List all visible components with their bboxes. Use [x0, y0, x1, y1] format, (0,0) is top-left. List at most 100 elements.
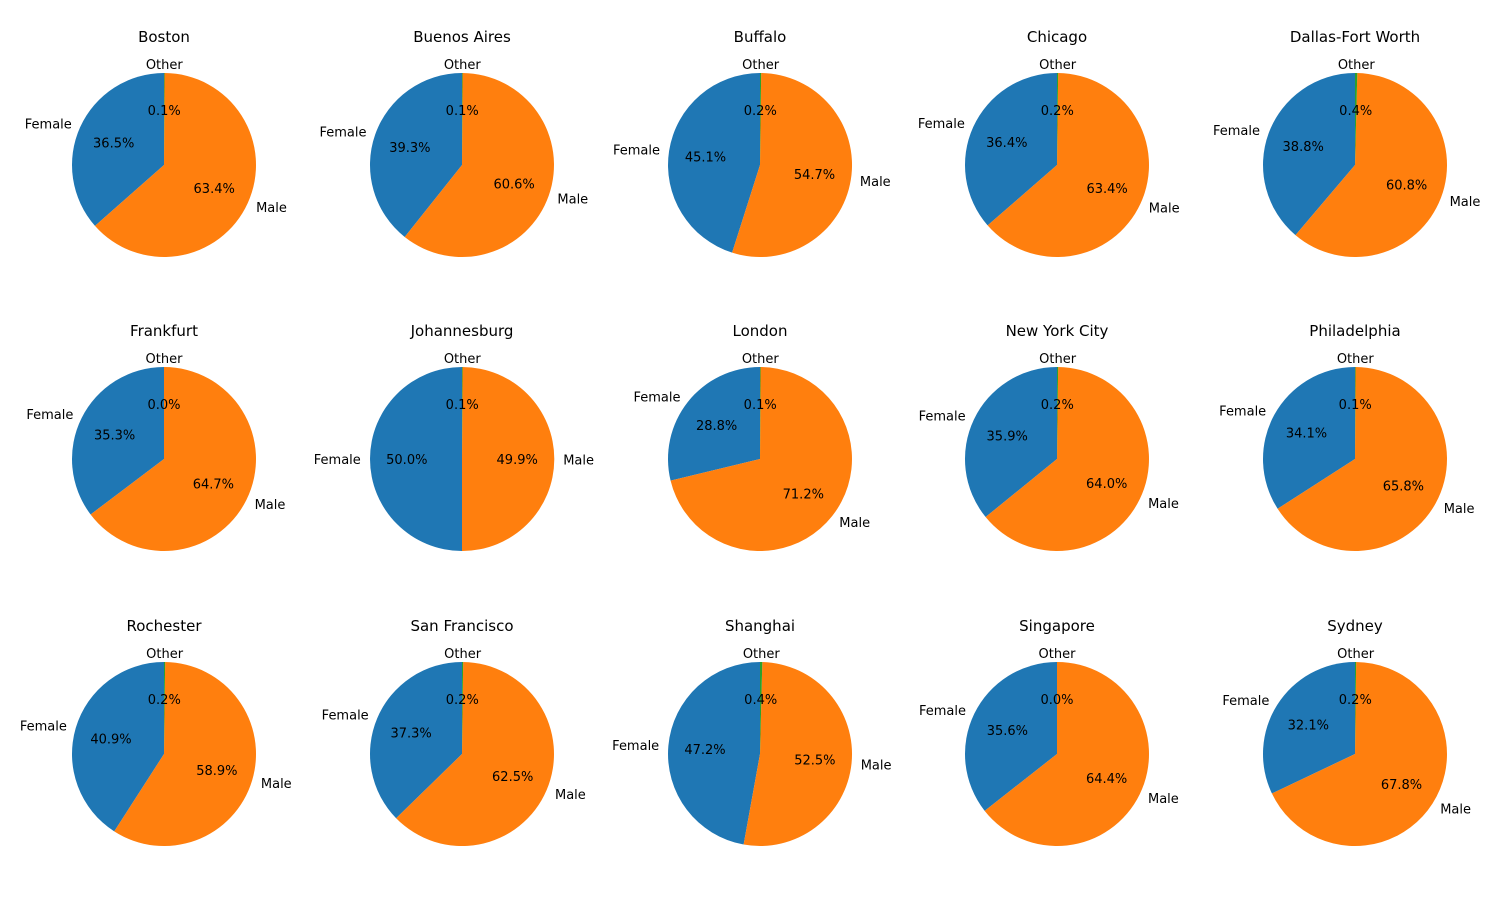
slice-label-female: Female [20, 720, 67, 735]
slice-percent-other: 0.2% [744, 104, 777, 119]
pie-slice-other [1355, 366, 1356, 459]
slice-percent-male: 63.4% [1086, 182, 1127, 197]
slice-percent-male: 52.5% [794, 754, 835, 769]
pie-slice-female [668, 662, 760, 845]
slice-label-male: Male [860, 175, 891, 190]
pie-chart: Sydney Female 32.1% Male 67.8% Other 0.2% [1222, 617, 1471, 847]
slice-percent-other: 0.1% [1339, 398, 1372, 413]
chart-title: Rochester [127, 617, 203, 635]
slice-percent-other: 0.1% [446, 398, 479, 413]
slice-label-male: Male [256, 201, 287, 216]
pie-slice-male [94, 73, 256, 257]
pie-slice-male [1277, 367, 1447, 551]
pie-slice-female [1263, 73, 1355, 236]
chart-title: Singapore [1019, 617, 1095, 635]
pie-slice-female [965, 662, 1057, 811]
slice-label-female: Female [918, 117, 965, 132]
slice-percent-male: 63.4% [194, 182, 235, 197]
slice-label-female: Female [1219, 405, 1266, 420]
slice-percent-female: 36.4% [986, 136, 1027, 151]
pie-slice-male [396, 662, 554, 847]
slice-percent-other: 0.0% [1040, 693, 1073, 708]
slice-percent-female: 40.9% [90, 732, 131, 747]
pie-slice-male [90, 367, 256, 551]
slice-percent-other: 0.2% [1041, 104, 1074, 119]
slice-label-female: Female [322, 709, 369, 724]
slice-label-female: Female [319, 126, 366, 141]
slice-label-female: Female [919, 410, 966, 425]
slice-percent-female: 45.1% [685, 151, 726, 166]
slice-percent-male: 58.9% [196, 764, 237, 779]
pie-slice-female [71, 662, 164, 832]
slice-percent-male: 49.9% [497, 453, 538, 468]
slice-percent-male: 60.8% [1386, 179, 1427, 194]
pie-slice-female [1262, 662, 1355, 794]
slice-percent-female: 35.6% [987, 724, 1028, 739]
slice-percent-female: 50.0% [386, 453, 427, 468]
slice-label-other: Other [146, 647, 184, 662]
pie-slice-other [164, 662, 166, 754]
pie-slice-other [462, 366, 463, 459]
pie-chart: Buffalo Female 45.1% Male 54.7% Other 0.2% [613, 28, 891, 258]
chart-title: Buenos Aires [413, 28, 511, 46]
chart-title: Buffalo [734, 28, 787, 46]
pie-slice-male [670, 367, 852, 551]
slice-percent-male: 71.2% [783, 487, 824, 502]
pie-slice-female [1262, 367, 1355, 509]
chart-title: Shanghai [725, 617, 795, 635]
pie-slice-female [71, 367, 164, 515]
slice-label-female: Female [1222, 694, 1269, 709]
pie-slice-female [369, 73, 462, 237]
slice-label-male: Male [255, 498, 286, 513]
slice-percent-female: 34.1% [1286, 427, 1327, 442]
slice-label-male: Male [1149, 202, 1180, 217]
slice-label-other: Other [146, 352, 184, 367]
pie-slice-other [760, 73, 762, 165]
pie-chart: Shanghai Female 47.2% Male 52.5% Other 0.4% [612, 617, 892, 847]
pie-slice-male [985, 367, 1149, 552]
slice-label-other: Other [1338, 58, 1376, 73]
slice-label-male: Male [861, 758, 892, 773]
pie-slice-male [743, 662, 853, 847]
pie-slice-other [1057, 73, 1059, 165]
pie-chart: San Francisco Female 37.3% Male 62.5% Other 0.… [322, 617, 586, 847]
slice-label-female: Female [919, 704, 966, 719]
slice-label-male: Male [563, 453, 594, 468]
slice-percent-female: 37.3% [390, 727, 431, 742]
pie-chart: London Female 28.8% Male 71.2% Other 0.1% [633, 322, 870, 551]
slice-percent-male: 60.6% [493, 177, 534, 192]
slice-label-female: Female [1213, 124, 1260, 139]
chart-title: Johannesburg [410, 322, 514, 340]
slice-percent-male: 54.7% [794, 168, 835, 183]
slice-label-male: Male [1440, 803, 1471, 818]
pie-slice-other [462, 662, 464, 754]
pie-chart: Philadelphia Female 34.1% Male 65.8% Other 0.1… [1219, 322, 1474, 551]
pie-slice-male [404, 73, 554, 257]
pie-chart: Johannesburg Female 50.0% Male 49.9% Other 0.1… [314, 322, 594, 552]
chart-title: San Francisco [410, 617, 513, 635]
slice-label-male: Male [1450, 195, 1481, 210]
slice-label-other: Other [1337, 647, 1375, 662]
slice-percent-male: 62.5% [492, 770, 533, 785]
slice-percent-other: 0.1% [446, 104, 479, 119]
slice-percent-other: 0.2% [446, 693, 479, 708]
slice-percent-other: 0.2% [148, 693, 181, 708]
chart-title: Frankfurt [130, 322, 198, 340]
pie-slice-male [462, 367, 555, 552]
slice-percent-other: 0.1% [744, 398, 777, 413]
slice-percent-male: 67.8% [1381, 778, 1422, 793]
slice-percent-female: 38.8% [1283, 140, 1324, 155]
slice-label-male: Male [1148, 792, 1179, 807]
pie-slice-other [1057, 367, 1059, 459]
pie-slice-other [1355, 73, 1358, 165]
slice-percent-male: 64.0% [1086, 477, 1127, 492]
chart-title: London [733, 322, 788, 340]
slice-percent-female: 28.8% [696, 419, 737, 434]
pie-slice-male [984, 662, 1150, 846]
pie-slice-other [164, 72, 165, 165]
pie-slice-male [114, 662, 257, 847]
slice-percent-other: 0.2% [1041, 398, 1074, 413]
slice-percent-male: 65.8% [1383, 480, 1424, 495]
slice-label-other: Other [444, 647, 482, 662]
